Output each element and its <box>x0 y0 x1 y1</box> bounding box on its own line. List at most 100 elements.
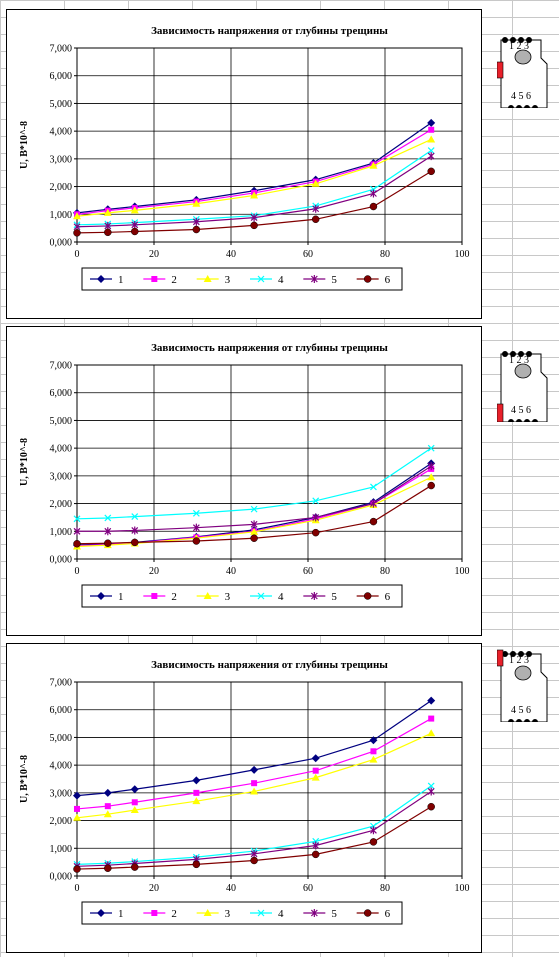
data-point <box>104 228 112 237</box>
chart-title: Зависимость напряжения от глубины трещин… <box>151 659 388 671</box>
x-tick-label: 20 <box>149 883 159 894</box>
plot-area <box>76 681 463 877</box>
x-tick-label: 0 <box>75 249 80 260</box>
sensor-diagram-3: 1 2 3 4 5 6 <box>497 649 548 722</box>
data-point <box>428 126 435 133</box>
legend-marker <box>363 909 372 917</box>
y-tick-label: 5,000 <box>50 416 73 427</box>
data-point <box>250 765 259 774</box>
y-tick-label: 0,000 <box>50 555 73 566</box>
data-point <box>250 505 258 513</box>
chart-title: Зависимость напряжения от глубины трещин… <box>151 342 388 354</box>
data-point <box>369 161 378 169</box>
data-point <box>250 221 258 230</box>
legend-label: 5 <box>331 591 337 603</box>
x-tick-label: 80 <box>380 883 390 894</box>
x-tick-label: 100 <box>455 883 470 894</box>
sensor-diagram-2: 1 2 3 4 5 6 <box>497 351 548 422</box>
y-tick-label: 4,000 <box>50 761 73 772</box>
y-tick-label: 0,000 <box>50 238 73 249</box>
data-point <box>250 849 258 858</box>
data-point <box>130 785 139 794</box>
chart-3[interactable]: Зависимость напряжения от глубины трещин… <box>6 643 482 953</box>
legend-marker <box>363 592 372 600</box>
diagram-bottom-label: 4 5 6 <box>511 405 531 416</box>
data-point <box>192 199 201 207</box>
legend-marker <box>257 909 265 917</box>
legend-marker <box>203 592 212 599</box>
data-point <box>103 810 112 818</box>
legend-marker <box>151 910 158 916</box>
legend-marker <box>310 909 318 917</box>
y-tick-label: 4,000 <box>50 444 73 455</box>
data-point <box>370 189 377 198</box>
y-tick-label: 3,000 <box>50 154 73 165</box>
series-6 <box>73 481 435 548</box>
series-line <box>76 732 432 819</box>
legend-label: 3 <box>225 591 231 603</box>
data-point <box>73 515 81 523</box>
data-point <box>312 513 320 522</box>
data-point <box>312 841 320 850</box>
legend-label: 4 <box>278 274 284 286</box>
data-point <box>131 538 139 547</box>
chart-3-svg: Зависимость напряжения от глубины трещин… <box>19 659 470 925</box>
y-tick-label: 6,000 <box>50 388 73 399</box>
series-line <box>76 122 432 214</box>
data-point <box>73 212 81 220</box>
legend-marker <box>310 592 318 600</box>
data-point <box>251 780 258 787</box>
chart-1[interactable]: Зависимость напряжения от глубины трещин… <box>6 9 482 319</box>
chart-2[interactable]: Зависимость напряжения от глубины трещин… <box>6 326 482 636</box>
sensor-diagram-1: 1 2 3 4 5 6 <box>497 37 548 108</box>
data-point <box>427 696 436 705</box>
legend-label: 2 <box>171 274 177 286</box>
data-point <box>74 805 80 812</box>
x-tick-label: 40 <box>226 883 236 894</box>
data-point <box>104 803 111 810</box>
series-line <box>76 447 432 520</box>
data-point <box>370 483 377 491</box>
diagram-bottom-label: 4 5 6 <box>511 705 531 716</box>
legend <box>81 267 403 291</box>
legend-marker <box>257 592 265 600</box>
y-tick-label: 1,000 <box>50 210 73 221</box>
x-tick-label: 40 <box>226 249 236 260</box>
data-point <box>73 229 81 237</box>
y-tick-label: 7,000 <box>50 44 73 55</box>
legend-label: 1 <box>118 908 124 920</box>
series-1 <box>73 696 436 800</box>
series-2 <box>74 715 435 812</box>
x-tick-label: 60 <box>303 249 313 260</box>
diagram-bottom-label: 4 5 6 <box>511 91 531 102</box>
series-line <box>76 718 432 810</box>
legend-label: 3 <box>225 908 231 920</box>
data-point <box>369 736 378 745</box>
series-line <box>76 170 432 234</box>
data-point <box>427 802 435 811</box>
data-point <box>193 789 200 796</box>
data-point <box>192 523 200 532</box>
data-point <box>250 213 258 222</box>
x-tick-label: 20 <box>149 249 159 260</box>
data-point <box>192 225 201 234</box>
data-point <box>312 767 319 774</box>
data-point <box>427 135 436 143</box>
legend <box>81 584 403 608</box>
data-point <box>131 863 139 871</box>
legend-label: 6 <box>385 274 391 286</box>
data-point <box>427 729 436 737</box>
data-point <box>427 444 435 452</box>
diagram-top-label: 1 2 3 <box>509 655 529 666</box>
series-line <box>76 129 432 215</box>
data-point <box>369 755 378 763</box>
data-point <box>311 179 320 187</box>
data-point <box>311 773 320 781</box>
y-tick-label: 7,000 <box>50 361 73 372</box>
series-5 <box>73 462 435 536</box>
legend-label: 5 <box>331 274 337 286</box>
y-tick-label: 1,000 <box>50 527 73 538</box>
data-point <box>104 514 112 522</box>
y-tick-label: 6,000 <box>50 71 73 82</box>
